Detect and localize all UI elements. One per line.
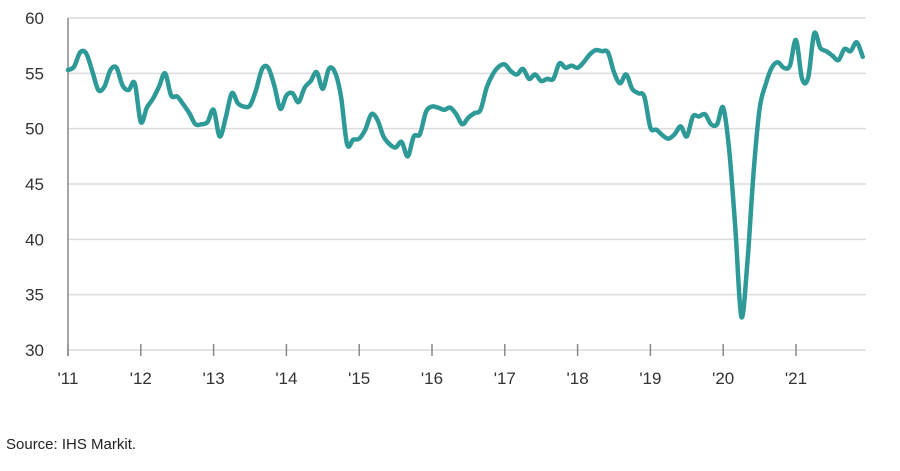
y-tick-label: 45 (25, 175, 44, 194)
x-tick-label: '17 (494, 369, 516, 388)
x-tick-label: '20 (712, 369, 734, 388)
x-tick-label: '16 (421, 369, 443, 388)
x-tick-label: '15 (348, 369, 370, 388)
y-tick-label: 40 (25, 230, 44, 249)
y-tick-label: 60 (25, 9, 44, 28)
x-tick-label: '13 (203, 369, 225, 388)
series-line (65, 30, 865, 320)
x-tick-label: '19 (639, 369, 661, 388)
y-tick-label: 30 (25, 341, 44, 360)
line-chart: 30 35 40 45 50 55 60 '11 '12 '13 '14 '15 '16 '17 '18 '1… (25, 9, 866, 388)
y-tick-label: 35 (25, 286, 44, 305)
x-tick-label: '21 (785, 369, 807, 388)
x-tick-label: '11 (58, 369, 79, 388)
x-tick-label: '12 (130, 369, 152, 388)
source-note: Source: IHS Markit. (6, 436, 137, 453)
x-tick-label: '14 (275, 369, 297, 388)
y-tick-label: 55 (25, 64, 44, 83)
x-tick-label: '18 (567, 369, 589, 388)
y-tick-label: 50 (25, 120, 44, 139)
